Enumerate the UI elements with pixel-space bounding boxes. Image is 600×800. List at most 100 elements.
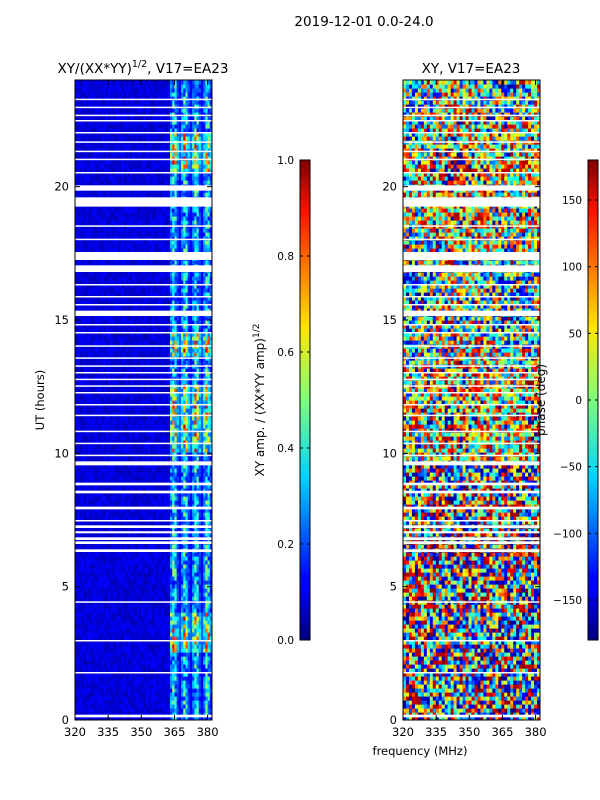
heatmap-cell (196, 428, 200, 433)
heatmap-cell (108, 544, 111, 549)
heatmap-cell (90, 592, 94, 597)
heatmap-cell (209, 692, 212, 697)
heatmap-cell (141, 400, 145, 405)
heatmap-cell (136, 620, 140, 625)
heatmap-cell (203, 636, 206, 641)
heatmap-cell (185, 560, 189, 565)
heatmap-cell (77, 480, 81, 485)
heatmap-cell (139, 516, 142, 521)
heatmap-cell (134, 632, 138, 637)
heatmap-cell (88, 656, 92, 661)
heatmap-cell (158, 640, 162, 645)
heatmap-cell (125, 576, 129, 581)
heatmap-cell (139, 676, 142, 681)
heatmap-cell (147, 700, 151, 705)
heatmap-cell (114, 464, 118, 469)
heatmap-cell (203, 516, 206, 521)
heatmap-cell (112, 428, 116, 433)
heatmap-cell (101, 700, 105, 705)
heatmap-cell (139, 588, 142, 593)
heatmap-cell (196, 584, 200, 589)
heatmap-cell (200, 604, 204, 609)
heatmap-cell (143, 676, 147, 681)
heatmap-cell (178, 520, 182, 525)
heatmap-cell (185, 604, 189, 609)
heatmap-cell (205, 464, 209, 469)
heatmap-cell (139, 700, 142, 705)
heatmap-cell (158, 656, 162, 661)
heatmap-cell (209, 420, 212, 425)
left-panel-title: XY/(XX*YY)1/2, V17=EA23 (58, 59, 229, 77)
heatmap-cell (165, 456, 169, 461)
heatmap-cell (192, 588, 195, 593)
heatmap-cell (94, 624, 98, 629)
heatmap-cell (103, 436, 107, 441)
heatmap-cell (123, 696, 127, 701)
heatmap-cell (83, 492, 87, 497)
heatmap-cell (130, 616, 134, 621)
heatmap-cell (145, 652, 149, 657)
heatmap-cell (130, 416, 134, 421)
heatmap-cell (83, 652, 87, 657)
heatmap-cell (112, 432, 116, 437)
heatmap-cell (94, 472, 98, 477)
heatmap-cell (101, 556, 105, 561)
heatmap-cell (143, 476, 147, 481)
heatmap-cell (128, 472, 131, 477)
heatmap-cell (143, 492, 147, 497)
heatmap-cell (183, 544, 187, 549)
heatmap-cell (94, 464, 98, 469)
heatmap-cell (116, 576, 120, 581)
heatmap-cell (81, 704, 85, 709)
heatmap-cell (88, 420, 92, 425)
heatmap-cell (154, 416, 158, 421)
heatmap-cell (198, 464, 202, 469)
heatmap-cell (92, 552, 96, 557)
heatmap-cell (203, 488, 206, 493)
heatmap-cell (189, 684, 193, 689)
heatmap-cell (75, 604, 78, 609)
heatmap-cell (132, 520, 136, 525)
heatmap-cell (196, 448, 200, 453)
heatmap-cell (178, 596, 182, 601)
heatmap-cell (163, 508, 167, 513)
heatmap-cell (198, 688, 202, 693)
heatmap-cell (108, 420, 111, 425)
heatmap-cell (198, 448, 202, 453)
heatmap-cell (150, 680, 153, 685)
heatmap-cell (194, 580, 198, 585)
heatmap-cell (79, 452, 83, 457)
heatmap-cell (207, 660, 211, 665)
heatmap-cell (136, 472, 140, 477)
heatmap-cell (94, 448, 98, 453)
heatmap-cell (161, 420, 164, 425)
heatmap-cell (194, 588, 198, 593)
heatmap-cell (123, 672, 127, 677)
heatmap-cell (90, 448, 94, 453)
heatmap-cell (178, 480, 182, 485)
heatmap-cell (196, 612, 200, 617)
heatmap-cell (203, 552, 206, 557)
heatmap-cell (81, 432, 85, 437)
heatmap-cell (178, 400, 182, 405)
heatmap-cell (125, 628, 129, 633)
heatmap-cell (176, 400, 180, 405)
heatmap-cell (130, 544, 134, 549)
heatmap-cell (152, 484, 156, 489)
heatmap-cell (156, 680, 160, 685)
heatmap-cell (130, 396, 134, 401)
heatmap-cell (114, 424, 118, 429)
heatmap-cell (90, 672, 94, 677)
heatmap-cell (94, 672, 98, 677)
heatmap-cell (88, 404, 92, 409)
heatmap-cell (165, 680, 169, 685)
heatmap-cell (163, 604, 167, 609)
heatmap-cell (99, 588, 103, 593)
heatmap-cell (158, 648, 162, 653)
heatmap-cell (121, 640, 125, 645)
heatmap-cell (75, 500, 78, 505)
heatmap-cell (97, 688, 100, 693)
heatmap-cell (181, 488, 184, 493)
heatmap-cell (143, 660, 147, 665)
heatmap-cell (187, 476, 191, 481)
